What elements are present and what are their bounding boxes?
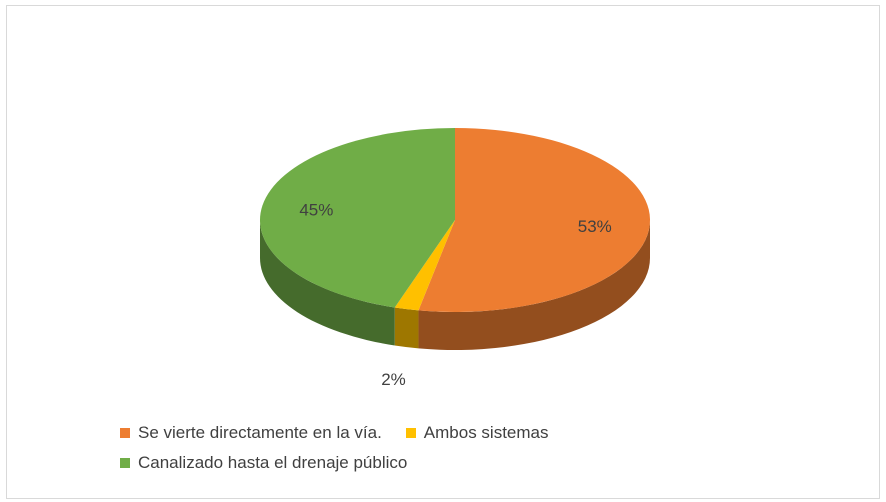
data-label-ambos-sistemas: 2% — [381, 370, 406, 389]
legend-label-canalizado: Canalizado hasta el drenaje público — [138, 453, 408, 472]
pie-slice-canalizado-hasta-el-drenaje-publico — [260, 128, 455, 308]
legend: Se vierte directamente en la vía. Ambos … — [120, 418, 573, 478]
legend-item-se-vierte: Se vierte directamente en la vía. — [120, 423, 382, 443]
pie-side-se-vierte-directamente-en-la-via — [418, 220, 650, 350]
pie-side-ambos-sistemas — [394, 307, 419, 349]
pie-slice-ambos-sistemas — [394, 220, 455, 311]
legend-label-se-vierte: Se vierte directamente en la vía. — [138, 423, 382, 442]
legend-row-2: Canalizado hasta el drenaje público — [120, 448, 573, 478]
pie-slice-se-vierte-directamente-en-la-via — [418, 128, 650, 312]
legend-swatch-canalizado — [120, 458, 130, 468]
legend-row-1: Se vierte directamente en la vía. Ambos … — [120, 418, 573, 448]
legend-item-canalizado: Canalizado hasta el drenaje público — [120, 453, 407, 473]
legend-item-ambos: Ambos sistemas — [405, 423, 549, 443]
data-label-canalizado-hasta-el-drenaje-publico: 45% — [299, 201, 333, 220]
legend-swatch-se-vierte — [120, 428, 130, 438]
pie-sides — [260, 220, 650, 350]
legend-swatch-ambos — [405, 428, 416, 438]
pie-side-canalizado-hasta-el-drenaje-publico — [260, 220, 395, 346]
pie-tops — [260, 128, 650, 312]
data-label-se-vierte-directamente-en-la-via: 53% — [578, 217, 612, 236]
legend-label-ambos: Ambos sistemas — [423, 423, 549, 442]
pie-labels: 53% 2% 45% — [299, 201, 611, 389]
